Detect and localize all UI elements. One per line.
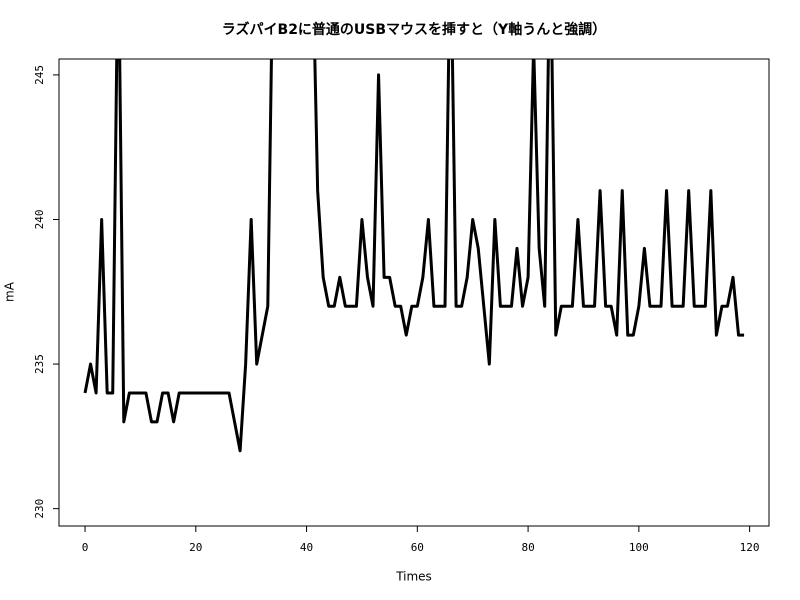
y-axis-label: mA — [3, 281, 17, 302]
x-tick-label: 80 — [521, 541, 534, 554]
x-tick-label: 0 — [82, 541, 89, 554]
data-line — [83, 59, 745, 453]
x-axis-label: Times — [395, 570, 432, 584]
chart-title: ラズパイB2に普通のUSBマウスを挿すと（Y軸うんと強調） — [222, 21, 606, 38]
x-tick-label: 60 — [411, 541, 424, 554]
x-tick-label: 100 — [629, 541, 649, 554]
x-tick-label: 120 — [740, 541, 760, 554]
y-tick-label: 245 — [33, 65, 46, 85]
y-tick-label: 235 — [33, 354, 46, 374]
x-tick-label: 40 — [300, 541, 313, 554]
x-tick-label: 20 — [189, 541, 202, 554]
plot-frame — [58, 58, 770, 527]
y-tick-label: 240 — [33, 210, 46, 230]
y-tick-label: 230 — [33, 499, 46, 519]
